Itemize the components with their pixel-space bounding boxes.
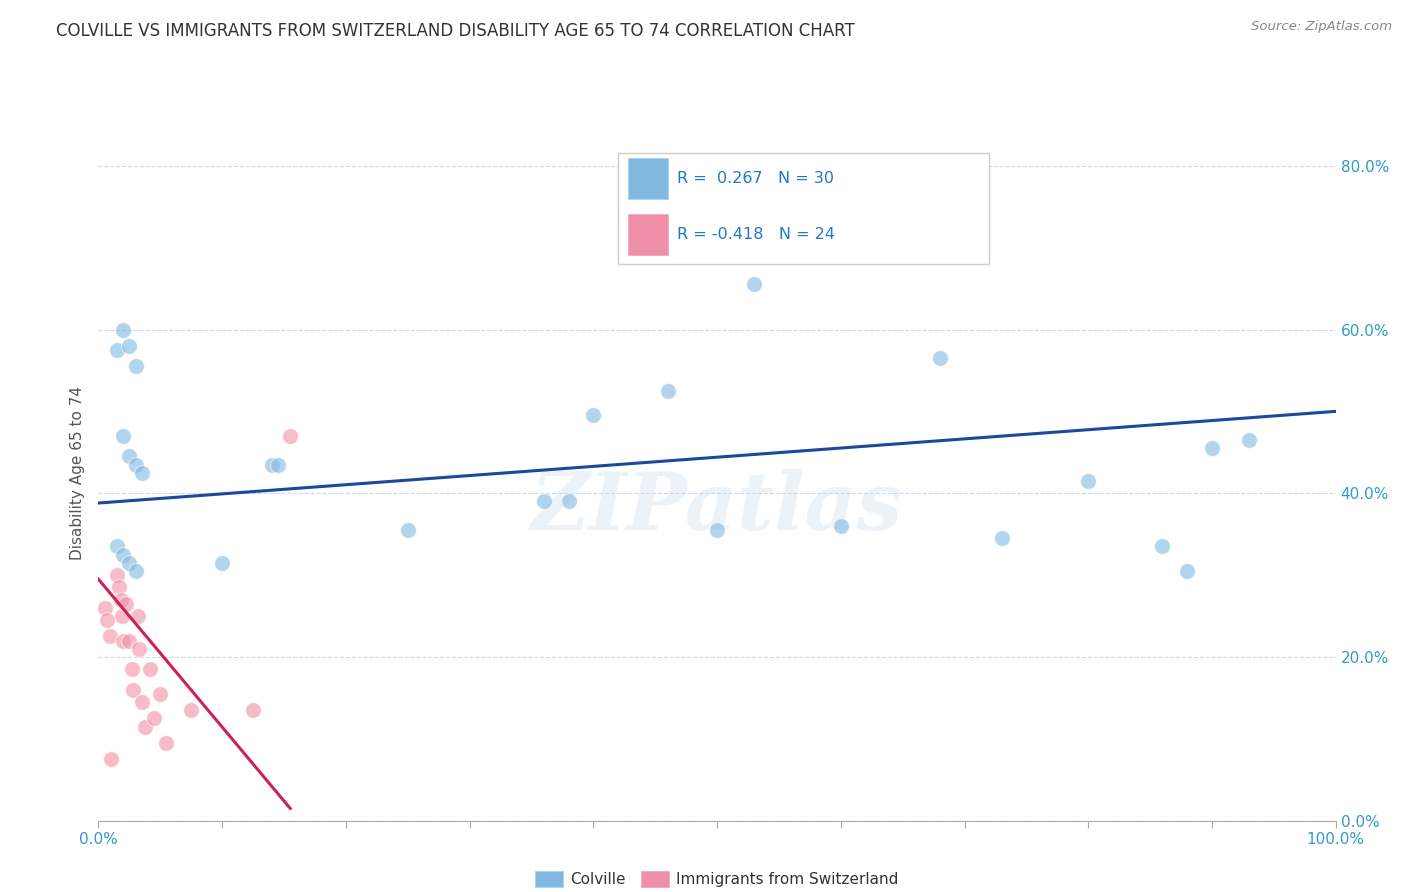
- Point: [278, 429, 301, 443]
- Y-axis label: Disability Age 65 to 74: Disability Age 65 to 74: [69, 385, 84, 560]
- Point: [112, 548, 135, 562]
- Point: [139, 662, 162, 676]
- Point: [118, 450, 141, 464]
- Point: [112, 322, 135, 336]
- Point: [149, 687, 172, 701]
- Point: [108, 580, 131, 594]
- Point: [706, 523, 728, 537]
- Point: [118, 339, 141, 353]
- Point: [98, 630, 121, 644]
- Point: [118, 556, 141, 570]
- Point: [121, 662, 143, 676]
- Point: [582, 409, 605, 423]
- Point: [533, 494, 555, 508]
- Point: [742, 277, 765, 292]
- Point: [128, 641, 150, 656]
- Text: R = -0.418   N = 24: R = -0.418 N = 24: [678, 227, 835, 242]
- Point: [114, 597, 136, 611]
- Point: [657, 384, 679, 398]
- Point: [93, 600, 115, 615]
- Point: [1175, 564, 1198, 578]
- Point: [124, 564, 146, 578]
- Point: [124, 458, 146, 472]
- Point: [1237, 433, 1260, 447]
- Point: [396, 523, 419, 537]
- Point: [134, 719, 156, 733]
- FancyBboxPatch shape: [619, 153, 990, 264]
- Point: [105, 343, 128, 357]
- Point: [105, 540, 128, 554]
- Point: [131, 466, 153, 480]
- Point: [110, 592, 132, 607]
- Point: [131, 695, 153, 709]
- Point: [267, 458, 290, 472]
- Point: [122, 682, 145, 697]
- Point: [260, 458, 283, 472]
- Point: [1077, 474, 1099, 488]
- Text: R =  0.267   N = 30: R = 0.267 N = 30: [678, 171, 835, 186]
- Point: [111, 609, 134, 624]
- Point: [830, 519, 852, 533]
- Point: [112, 633, 135, 648]
- Point: [155, 736, 177, 750]
- Point: [928, 351, 950, 366]
- Text: COLVILLE VS IMMIGRANTS FROM SWITZERLAND DISABILITY AGE 65 TO 74 CORRELATION CHAR: COLVILLE VS IMMIGRANTS FROM SWITZERLAND …: [56, 22, 855, 40]
- Point: [143, 711, 166, 725]
- Point: [118, 633, 141, 648]
- FancyBboxPatch shape: [628, 214, 668, 255]
- Text: Source: ZipAtlas.com: Source: ZipAtlas.com: [1251, 20, 1392, 33]
- Point: [211, 556, 233, 570]
- Point: [990, 531, 1012, 545]
- Legend: Colville, Immigrants from Switzerland: Colville, Immigrants from Switzerland: [529, 865, 905, 892]
- Point: [1201, 441, 1223, 455]
- FancyBboxPatch shape: [628, 158, 668, 199]
- Point: [127, 609, 149, 624]
- Point: [100, 752, 122, 766]
- Point: [105, 568, 128, 582]
- Point: [124, 359, 146, 374]
- Point: [557, 494, 579, 508]
- Point: [1152, 540, 1174, 554]
- Point: [96, 613, 118, 627]
- Text: ZIPatlas: ZIPatlas: [531, 469, 903, 546]
- Point: [180, 703, 202, 717]
- Point: [242, 703, 264, 717]
- Point: [112, 429, 135, 443]
